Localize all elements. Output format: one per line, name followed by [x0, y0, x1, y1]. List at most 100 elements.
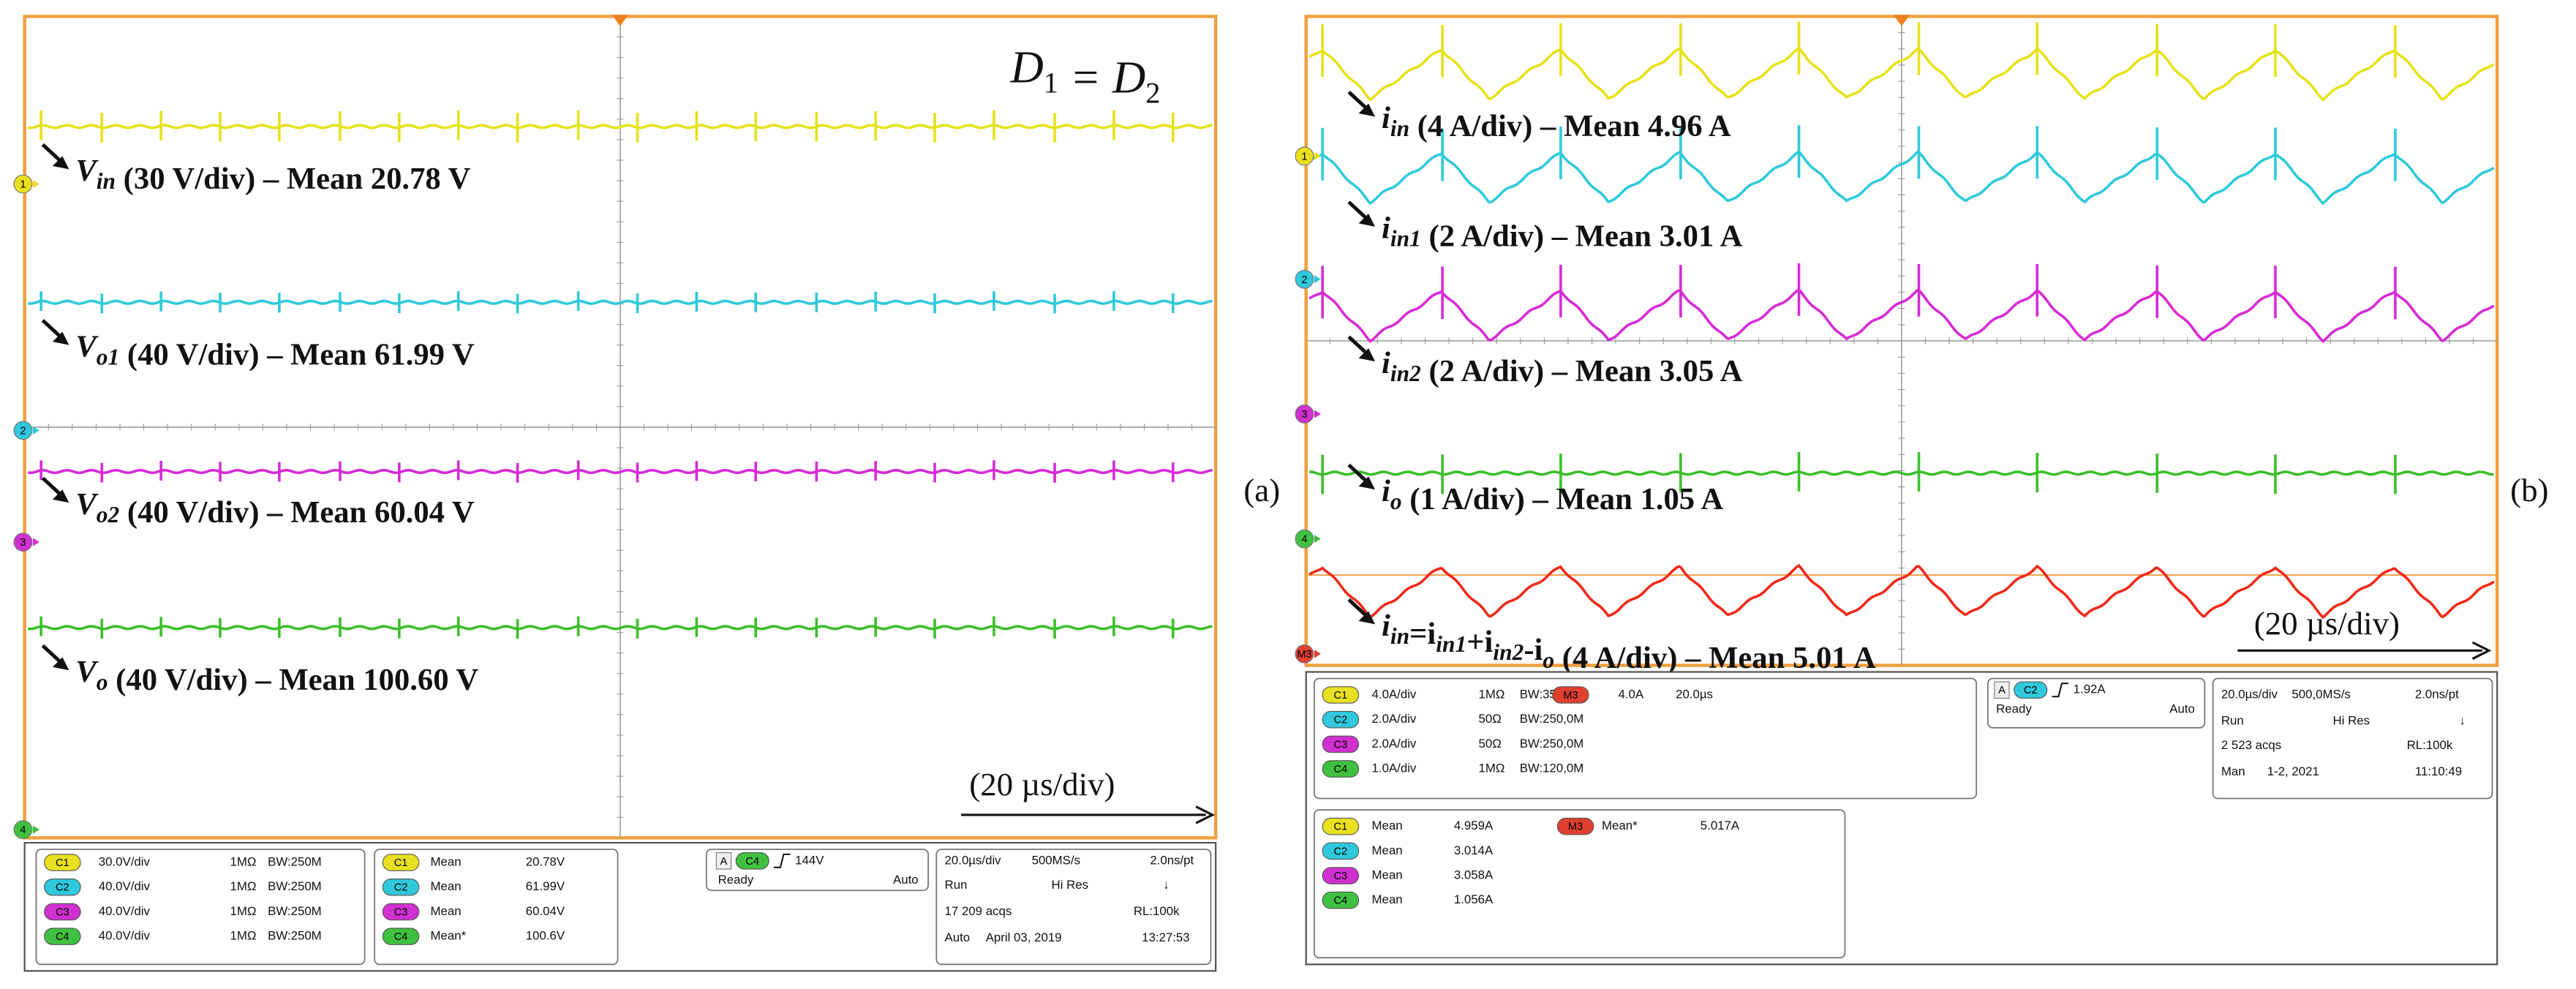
- acquisition-info: Hi Res: [2333, 713, 2370, 727]
- trace-label-part: V: [75, 329, 99, 364]
- trace-label-part: in2: [1493, 639, 1524, 665]
- channel-setting: 2.0A/div: [1372, 737, 1417, 751]
- trigger-a-box: [715, 852, 732, 870]
- channel-badge: [1322, 710, 1360, 729]
- trace-label-part: in1: [1436, 631, 1466, 657]
- channel-marker-arrow: [32, 825, 39, 834]
- channel-setting: 40.0V/div: [99, 879, 151, 893]
- measurement: Mean: [430, 855, 461, 869]
- channel-marker-label: 2: [1301, 274, 1307, 286]
- label-arrow-head: [52, 489, 69, 503]
- trigger-a-box: [1994, 681, 2010, 699]
- channel-badge: [382, 854, 420, 871]
- trigger-level: 1.92A: [2074, 682, 2106, 696]
- trace-label-part: (4 A/div) – Mean 5.01 A: [1554, 641, 1876, 675]
- acquisition-info: 500,0MS/s: [2291, 687, 2350, 701]
- channel-badge-label: C4: [1334, 764, 1348, 775]
- channel-marker: [13, 533, 33, 552]
- channel-badge-label: M3: [1568, 821, 1583, 833]
- acquisition-info: RL:100k: [2407, 738, 2453, 752]
- trace-label-part: (2 A/div) – Mean 3.01 A: [1421, 219, 1743, 254]
- channel-marker: [1295, 146, 1314, 166]
- acquisition-info: ↓: [1163, 878, 1169, 892]
- acquisition-info: 20.0µs/div: [945, 853, 1002, 867]
- trace-label-part: +i: [1466, 625, 1493, 659]
- timebase-arrow-head: [2471, 641, 2492, 660]
- trace-label-part: o1: [97, 344, 119, 369]
- channel-badge: [44, 854, 81, 871]
- measurement: Mean: [430, 904, 461, 918]
- channel-setting: 50Ω: [1479, 737, 1502, 751]
- channel-setting: 4.0A/div: [1372, 687, 1417, 701]
- trigger-state: Ready: [718, 873, 754, 887]
- timebase: (20 µs/div): [969, 766, 1115, 802]
- channel-badge: [44, 878, 81, 896]
- channel-badge-label: C4: [1334, 895, 1348, 907]
- trace-label-part: (40 V/div) – Mean 61.99 V: [119, 337, 475, 372]
- channel-marker-arrow: [32, 538, 39, 546]
- measurement: Mean: [1372, 843, 1403, 857]
- trigger-marker: [1893, 15, 1910, 26]
- trace-label-part: V: [75, 487, 99, 522]
- measurement: 4.959A: [1454, 819, 1494, 832]
- trace-label-part: i: [1382, 101, 1390, 135]
- trace-label-part: in1: [1390, 226, 1421, 252]
- channel-badge: [382, 928, 420, 945]
- channel-marker-label: 3: [20, 537, 26, 549]
- acquisition-info: April 03, 2019: [986, 930, 1062, 944]
- channel-badge: [1322, 735, 1360, 753]
- label-arrow-head: [52, 331, 69, 345]
- trace-label-part: in2: [1390, 361, 1421, 386]
- acquisition-info: 2.0ns/pt: [1150, 853, 1194, 867]
- measurement: 100.6V: [526, 929, 565, 943]
- trace-label-part: i: [1382, 346, 1390, 380]
- channel-badge-label: C3: [56, 906, 69, 918]
- channel-badge: [1322, 760, 1360, 778]
- waveform: [1308, 563, 2495, 620]
- channel-badge-label: C4: [56, 931, 69, 943]
- condition-part: 2: [1145, 77, 1160, 110]
- channel-marker: [1295, 405, 1314, 424]
- trace-label-part: o: [97, 669, 108, 695]
- info-box: [935, 849, 1212, 966]
- trace-label-part: (30 V/div) – Mean 20.78 V: [116, 162, 471, 196]
- channel-marker-arrow: [1314, 275, 1321, 284]
- channel-badge-label: C2: [56, 882, 69, 894]
- channel-setting: 40.0V/div: [99, 929, 151, 943]
- waveform: [27, 290, 1213, 314]
- acquisition-info: Man: [2221, 764, 2245, 778]
- trace-label-part: o: [1543, 647, 1554, 673]
- measurement: 60.04V: [526, 904, 565, 918]
- channel-badge: [1322, 817, 1360, 835]
- label-arrow-head: [1358, 348, 1376, 362]
- channel-marker: [13, 820, 33, 840]
- channel-badge: [1322, 842, 1360, 860]
- acquisition-info: RL:100k: [1134, 904, 1180, 918]
- trace-label: Vo1 (40 V/div) – Mean 61.99 V: [75, 329, 475, 372]
- label-arrow-head: [1358, 213, 1376, 227]
- channel-setting: 1MΩ: [230, 879, 256, 893]
- measurement: Mean: [1372, 868, 1403, 881]
- trigger-a: A: [1998, 685, 2006, 696]
- measurement: 61.99V: [526, 879, 565, 893]
- trace-label: Vo2 (40 V/div) – Mean 60.04 V: [75, 487, 475, 530]
- acquisition-info: Run: [945, 878, 968, 892]
- info-box: [1314, 677, 1978, 800]
- measurement: 3.014A: [1454, 843, 1494, 857]
- channel-setting: BW:250M: [268, 929, 322, 943]
- channel-badge-label: C1: [56, 857, 69, 869]
- channel-marker-label: 1: [20, 179, 26, 191]
- channel-badge-label: C4: [745, 856, 759, 868]
- trigger-edge-icon: [773, 853, 791, 868]
- channel-badge: [44, 903, 81, 921]
- trigger-edge-icon: [2052, 682, 2068, 698]
- channel-badge: [44, 928, 81, 945]
- channel-setting: BW:250M: [268, 855, 322, 869]
- measurement: 1.056A: [1454, 892, 1494, 906]
- trace-label-part: (1 A/div) – Mean 1.05 A: [1402, 482, 1724, 516]
- channel-badge: [382, 903, 420, 921]
- channel-marker: [1295, 529, 1314, 549]
- trace-label-part: (40 V/div) – Mean 100.60 V: [108, 663, 478, 697]
- trigger-state: Ready: [1996, 702, 2032, 716]
